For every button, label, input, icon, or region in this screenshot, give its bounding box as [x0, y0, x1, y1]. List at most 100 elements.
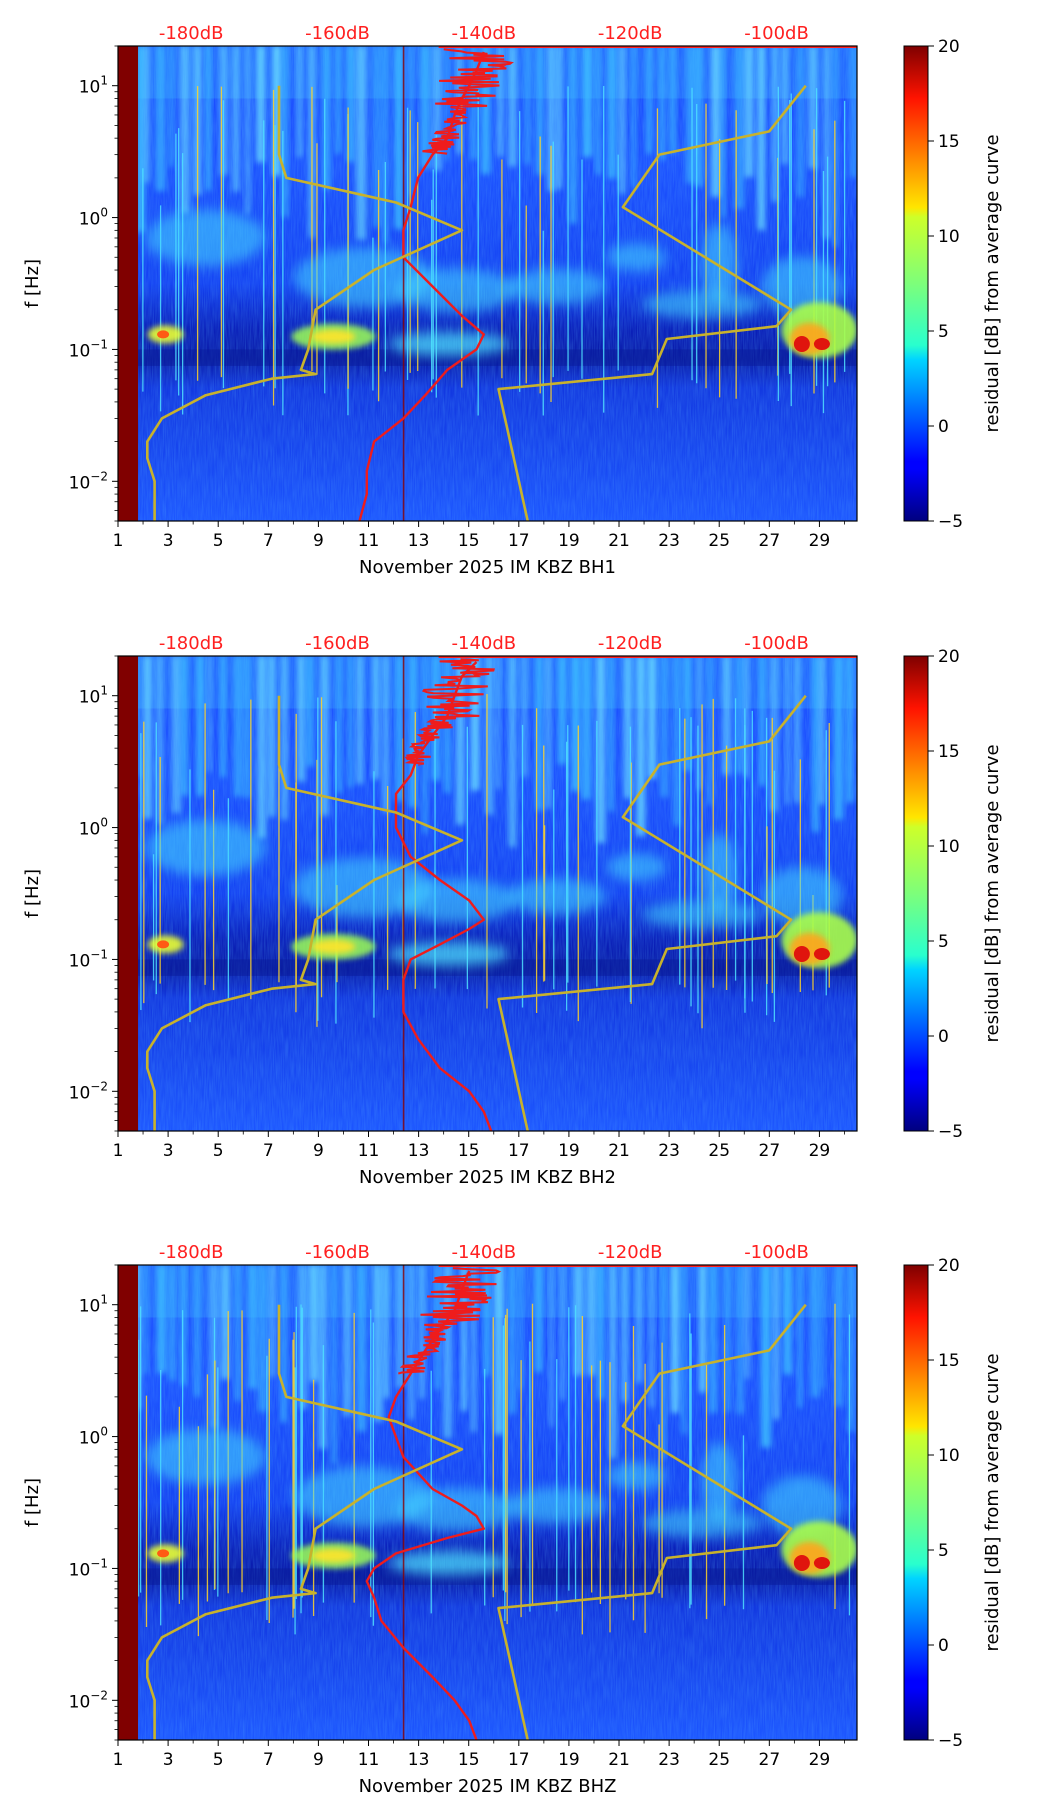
db-scale-label: -140dB: [452, 1242, 517, 1263]
energy-patch: [606, 243, 667, 272]
y-tick-label: 101: [79, 74, 108, 98]
y-tick-label: 100: [79, 816, 108, 840]
colorbar-label: residual [dB] from average curve: [982, 134, 1003, 432]
db-scale-label: -180dB: [159, 1242, 224, 1263]
day-streak: [810, 1265, 820, 1398]
y-tick-base: 10: [79, 1429, 101, 1449]
day-streak: [849, 46, 857, 178]
day-streak: [432, 46, 442, 171]
microseism-core: [157, 1549, 170, 1558]
day-streak: [418, 1265, 425, 1399]
colorbar-tick-label: 15: [938, 1351, 960, 1371]
day-streak: [547, 46, 555, 192]
energy-patch: [761, 1475, 842, 1536]
day-streak: [169, 46, 174, 168]
y-tick-exponent: −2: [90, 1079, 108, 1093]
day-streak: [607, 46, 617, 179]
x-tick-label: 3: [163, 531, 174, 551]
energy-patch: [506, 878, 607, 915]
x-tick-label: 19: [558, 1141, 580, 1161]
db-scale-label: -100dB: [744, 633, 809, 654]
x-tick-label: 5: [213, 1750, 224, 1770]
db-scale-label: -160dB: [305, 1242, 370, 1263]
day-streak: [521, 656, 528, 778]
day-streak: [659, 656, 669, 798]
storm-core: [813, 1556, 830, 1569]
curve-psd-jitter: [404, 658, 495, 766]
db-scale-label: -100dB: [744, 1242, 809, 1263]
curve-psd-jitter: [398, 1267, 502, 1375]
x-tick-label: 27: [759, 1141, 781, 1161]
x-tick-label: 1: [113, 531, 124, 551]
colorbar-tick-label: 0: [938, 1027, 949, 1047]
x-tick-label: 17: [508, 531, 530, 551]
day-streak: [346, 46, 355, 162]
colorbar-tick-label: 5: [938, 322, 949, 342]
day-streak: [649, 1265, 655, 1408]
colorbar-tick-label: 10: [938, 1446, 960, 1466]
day-streak: [373, 1265, 383, 1422]
day-streak: [343, 1265, 352, 1417]
day-streak: [356, 656, 364, 785]
day-streak: [470, 46, 478, 160]
y-tick-exponent: 1: [100, 684, 108, 698]
day-streak: [155, 46, 166, 192]
x-tick-label: 23: [658, 1750, 680, 1770]
heatmap-area: [118, 46, 857, 521]
x-tick-label: 7: [263, 531, 274, 551]
colorbar-tick-label: −5: [938, 1731, 963, 1751]
day-streak: [658, 46, 666, 161]
storm-core: [813, 337, 830, 350]
day-streak: [736, 1265, 744, 1415]
day-streak: [744, 1265, 751, 1379]
x-tick-label: 1: [113, 1141, 124, 1161]
x-tick-label: 15: [458, 531, 480, 551]
day-streak: [280, 1265, 288, 1423]
y-axis-label: f [Hz]: [22, 259, 43, 308]
x-tick-label: 25: [708, 531, 730, 551]
day-streak: [508, 656, 517, 847]
day-streak: [248, 1265, 258, 1389]
energy-patch: [761, 256, 842, 317]
day-streak: [394, 46, 403, 230]
x-tick-label: 9: [313, 1141, 324, 1161]
energy-patch: [606, 1462, 667, 1491]
day-streak: [555, 46, 562, 190]
data-gap-column: [118, 46, 139, 521]
day-streak: [619, 46, 626, 194]
storm-core: [813, 947, 830, 960]
day-streak: [171, 656, 181, 814]
day-streak: [495, 656, 501, 789]
axes-frame: [117, 655, 858, 1132]
day-streak: [707, 656, 713, 806]
y-tick-label: 100: [79, 206, 108, 230]
day-streak: [233, 656, 243, 797]
x-tick-label: 3: [163, 1750, 174, 1770]
x-tick-label: 23: [658, 1141, 680, 1161]
day-streak: [722, 656, 731, 775]
storm-core: [793, 945, 810, 962]
day-streak: [669, 46, 676, 154]
day-streak: [508, 1265, 516, 1414]
x-tick-label: 9: [313, 531, 324, 551]
colorbar: [903, 655, 929, 1132]
day-streak: [143, 46, 150, 183]
day-streak: [595, 46, 601, 175]
x-tick-label: 15: [458, 1750, 480, 1770]
microseism-core: [157, 330, 170, 339]
energy-patch: [145, 1428, 266, 1485]
day-streak: [395, 1265, 406, 1388]
day-streak: [796, 46, 805, 197]
day-streak: [408, 1265, 415, 1420]
energy-patch: [761, 866, 842, 927]
x-axis-label: November 2025 IM KBZ BH1: [359, 557, 616, 578]
x-tick-label: 7: [263, 1750, 274, 1770]
colorbar-tick-label: 5: [938, 1541, 949, 1561]
colorbar: [903, 45, 929, 522]
y-tick-label: 10−2: [69, 1688, 108, 1712]
curve-high-noise-model: [497, 84, 807, 521]
db-scale-label: -160dB: [305, 23, 370, 44]
curve-high-noise-model: [497, 694, 807, 1131]
